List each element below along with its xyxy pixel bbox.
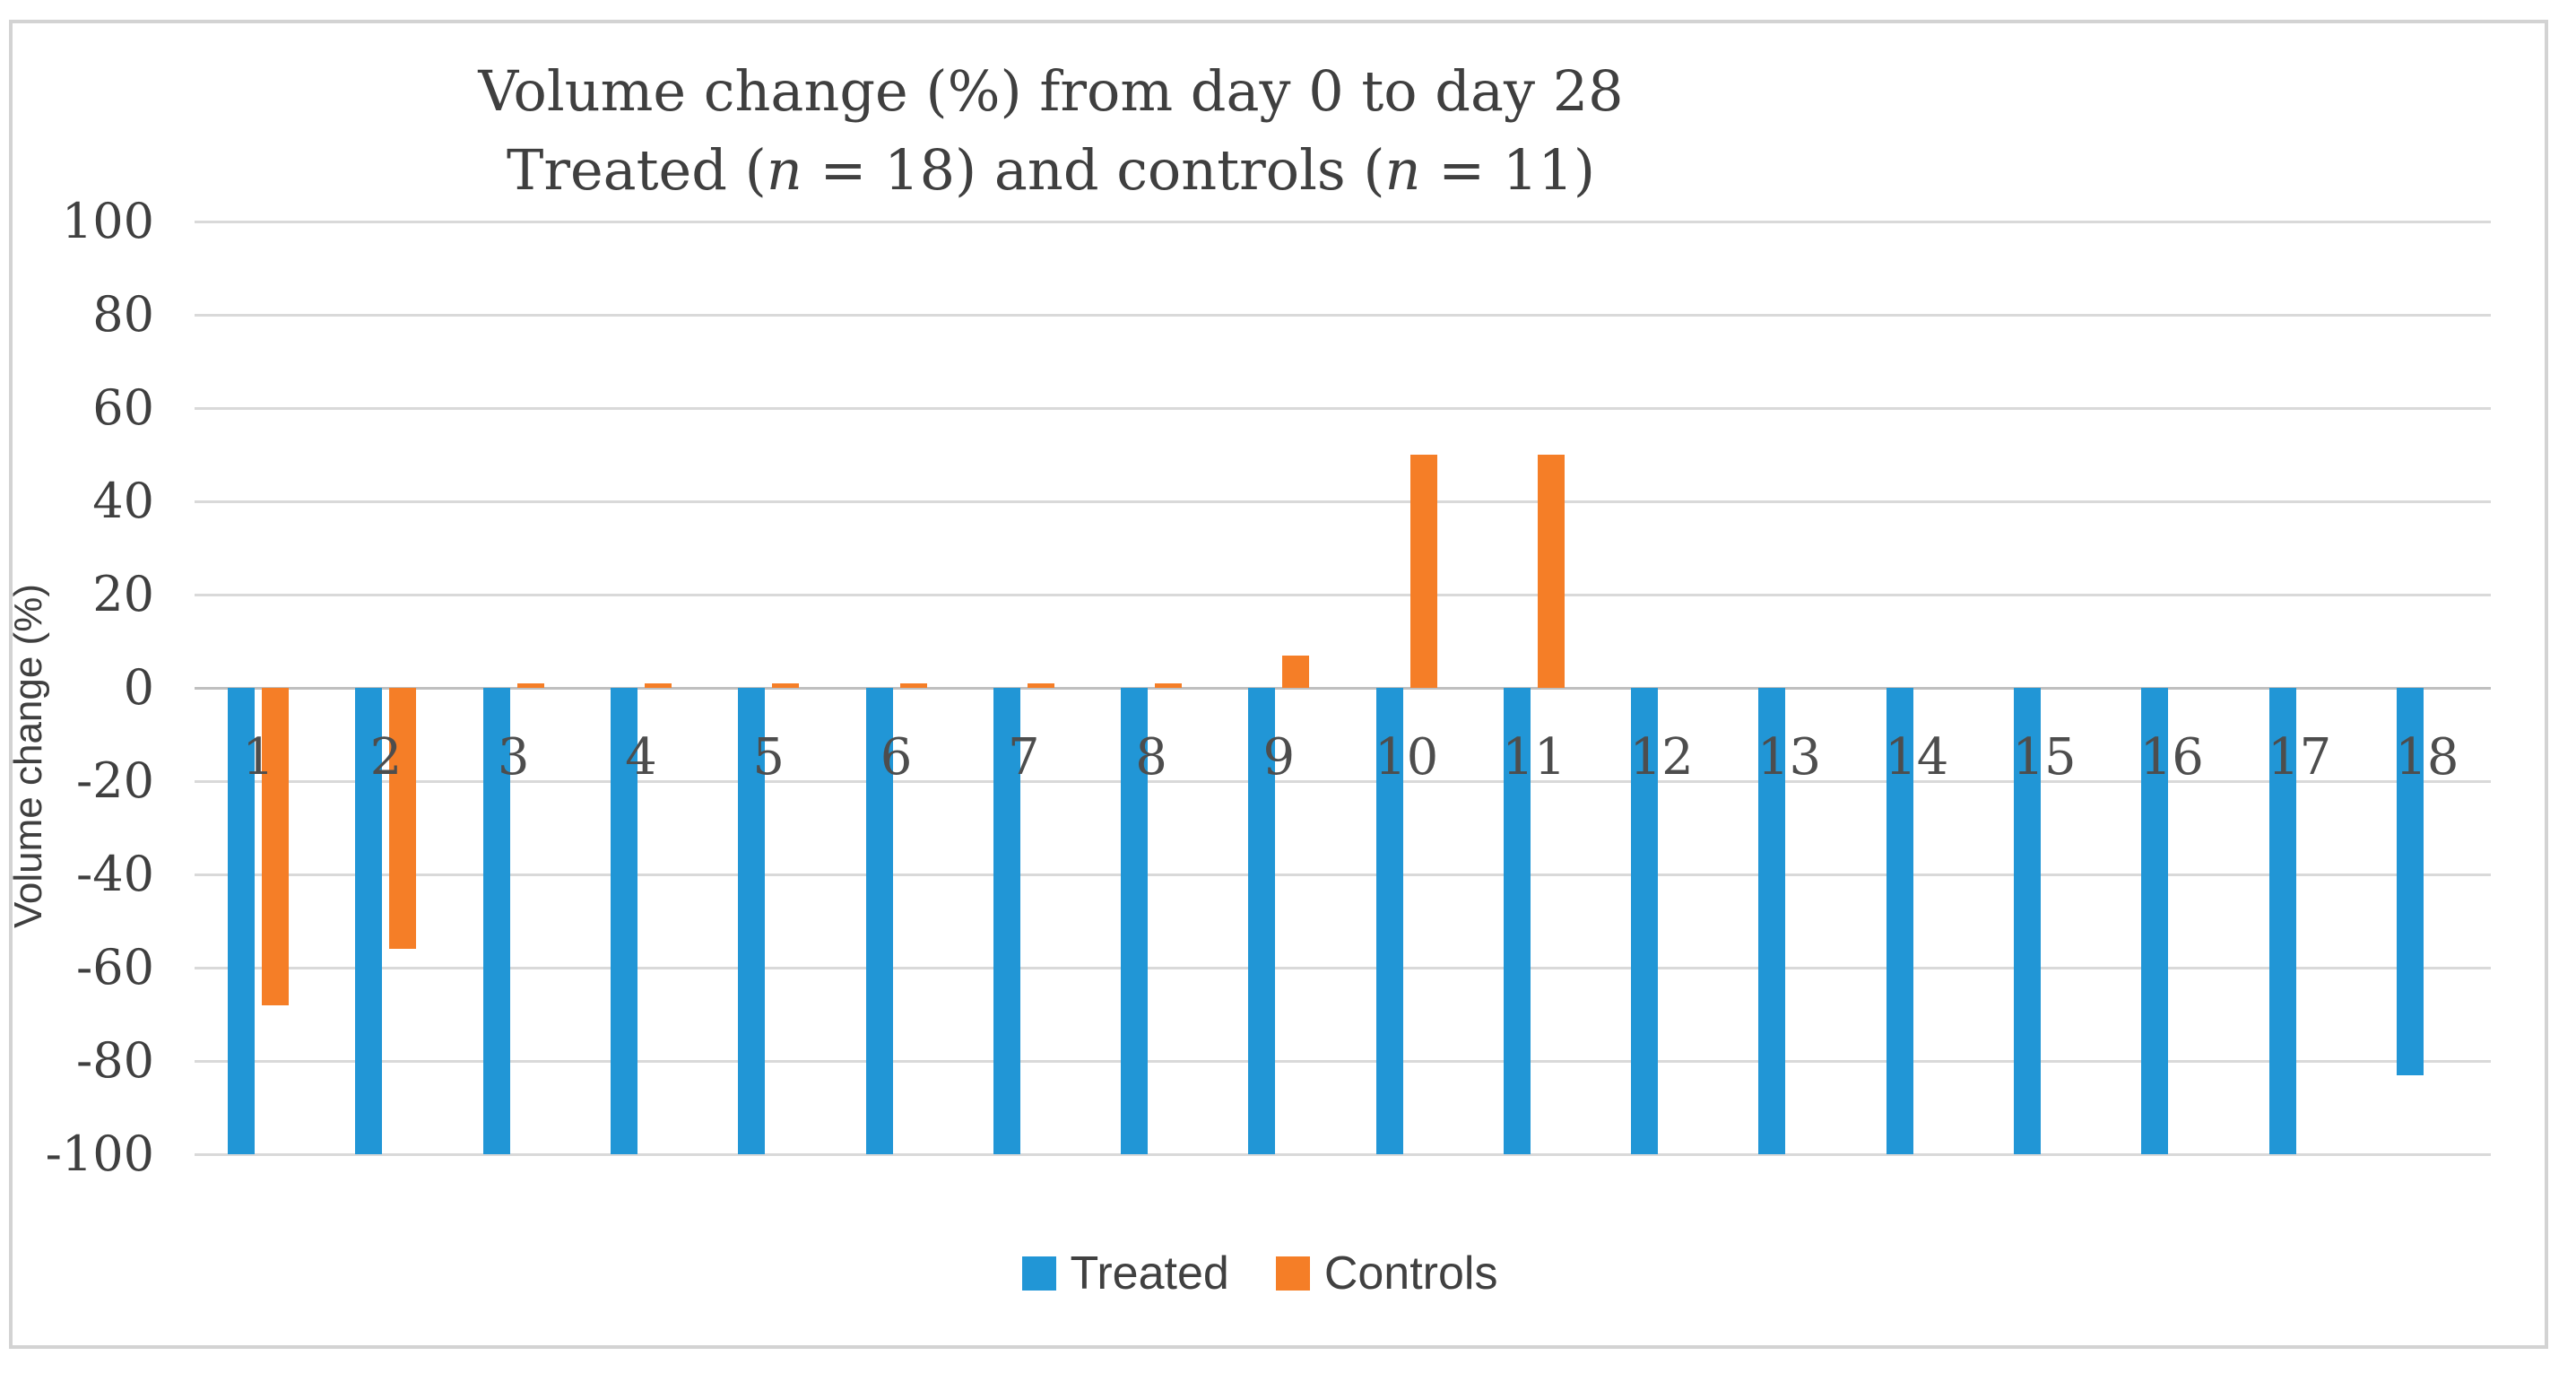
- title-text-run: Volume change (%) from day 0 to day 28: [478, 58, 1624, 124]
- bar-treated-15: [2014, 688, 2042, 1154]
- gridline: [195, 779, 2491, 783]
- bar-controls-5: [772, 682, 800, 688]
- gridline: [195, 500, 2491, 503]
- bar-controls-4: [644, 682, 672, 688]
- bar-treated-5: [738, 688, 766, 1154]
- bar-treated-12: [1631, 688, 1659, 1154]
- bar-treated-18: [2396, 688, 2424, 1075]
- gridline: [195, 1152, 2491, 1156]
- bar-treated-13: [1758, 688, 1786, 1154]
- bar-treated-17: [2268, 688, 2296, 1154]
- gridline: [195, 313, 2491, 317]
- y-tick-label: 40: [92, 473, 154, 529]
- bar-controls-11: [1537, 455, 1565, 688]
- x-category-label: 8: [1135, 728, 1167, 787]
- y-tick-label: 100: [61, 193, 154, 249]
- x-category-label: 3: [497, 728, 530, 787]
- bar-treated-16: [2141, 688, 2169, 1154]
- bar-treated-6: [865, 688, 893, 1154]
- bar-treated-3: [482, 688, 510, 1154]
- x-category-label: 14: [1885, 728, 1949, 787]
- y-tick-label: -100: [45, 1126, 154, 1182]
- legend-label-treated: Treated: [1070, 1247, 1229, 1299]
- chart-title-line-2: Treated (n = 18) and controls (n = 11): [0, 131, 2102, 210]
- y-tick-label: -80: [76, 1032, 154, 1089]
- legend-item-treated: Treated: [1021, 1247, 1229, 1300]
- gridline: [195, 966, 2491, 969]
- x-category-label: 11: [1502, 728, 1566, 787]
- bar-controls-7: [1027, 682, 1054, 688]
- bar-treated-10: [1375, 688, 1403, 1154]
- bar-treated-14: [1886, 688, 1913, 1154]
- legend-label-controls: Controls: [1323, 1247, 1498, 1299]
- title-text-run: = 18) and controls (: [802, 137, 1385, 203]
- bar-controls-8: [1155, 682, 1183, 688]
- chart-frame: [9, 20, 2548, 1349]
- y-tick-label: -60: [76, 939, 154, 995]
- y-axis-title: Volume change (%): [6, 584, 50, 928]
- bar-controls-6: [899, 682, 927, 688]
- bar-treated-11: [1503, 688, 1531, 1154]
- gridline: [195, 1059, 2491, 1063]
- gridline: [195, 406, 2491, 410]
- bar-treated-2: [355, 688, 383, 1154]
- x-category-label: 2: [369, 728, 403, 787]
- title-italic-run: n: [1384, 137, 1421, 203]
- gridline: [195, 220, 2491, 223]
- x-category-label: 10: [1374, 728, 1439, 787]
- gridline: [195, 593, 2491, 596]
- x-category-label: 6: [880, 728, 913, 787]
- y-tick-label: 80: [92, 286, 154, 343]
- legend: Treated Controls: [0, 1247, 2520, 1300]
- bar-controls-3: [516, 682, 544, 688]
- y-tick-label: -20: [76, 752, 154, 809]
- x-category-label: 4: [625, 728, 657, 787]
- legend-swatch-controls: [1275, 1256, 1310, 1291]
- x-category-label: 15: [2012, 728, 2077, 787]
- chart-title-line-1: Volume change (%) from day 0 to day 28: [0, 52, 2102, 131]
- y-tick-label: 60: [92, 379, 154, 436]
- y-tick-label: 0: [123, 659, 154, 716]
- x-category-label: 13: [1756, 728, 1822, 787]
- x-category-label: 18: [2395, 728, 2459, 787]
- x-category-label: 17: [2267, 728, 2332, 787]
- zero-axis-line: [195, 686, 2491, 690]
- bar-treated-7: [993, 688, 1020, 1154]
- x-category-label: 7: [1007, 728, 1040, 787]
- y-tick-label: 20: [92, 566, 154, 622]
- bar-controls-9: [1282, 655, 1310, 688]
- bar-treated-4: [610, 688, 637, 1154]
- legend-swatch-treated: [1021, 1256, 1056, 1291]
- x-category-label: 16: [2139, 728, 2204, 787]
- bar-controls-10: [1409, 455, 1437, 688]
- title-text-run: Treated (: [506, 137, 767, 203]
- bar-treated-9: [1248, 688, 1276, 1154]
- title-italic-run: n: [766, 137, 802, 203]
- bar-treated-8: [1121, 688, 1149, 1154]
- x-category-label: 12: [1629, 728, 1694, 787]
- title-text-run: = 11): [1420, 137, 1596, 203]
- y-tick-label: -40: [76, 846, 154, 902]
- chart-title: Volume change (%) from day 0 to day 28 Tr…: [0, 52, 2102, 210]
- bar-controls-1: [262, 688, 290, 1005]
- bar-treated-1: [228, 688, 256, 1154]
- x-category-label: 9: [1262, 728, 1296, 787]
- gridline: [195, 873, 2491, 876]
- legend-item-controls: Controls: [1275, 1247, 1498, 1300]
- x-category-label: 5: [752, 728, 785, 787]
- bar-controls-2: [389, 688, 417, 950]
- x-category-label: 1: [242, 728, 274, 787]
